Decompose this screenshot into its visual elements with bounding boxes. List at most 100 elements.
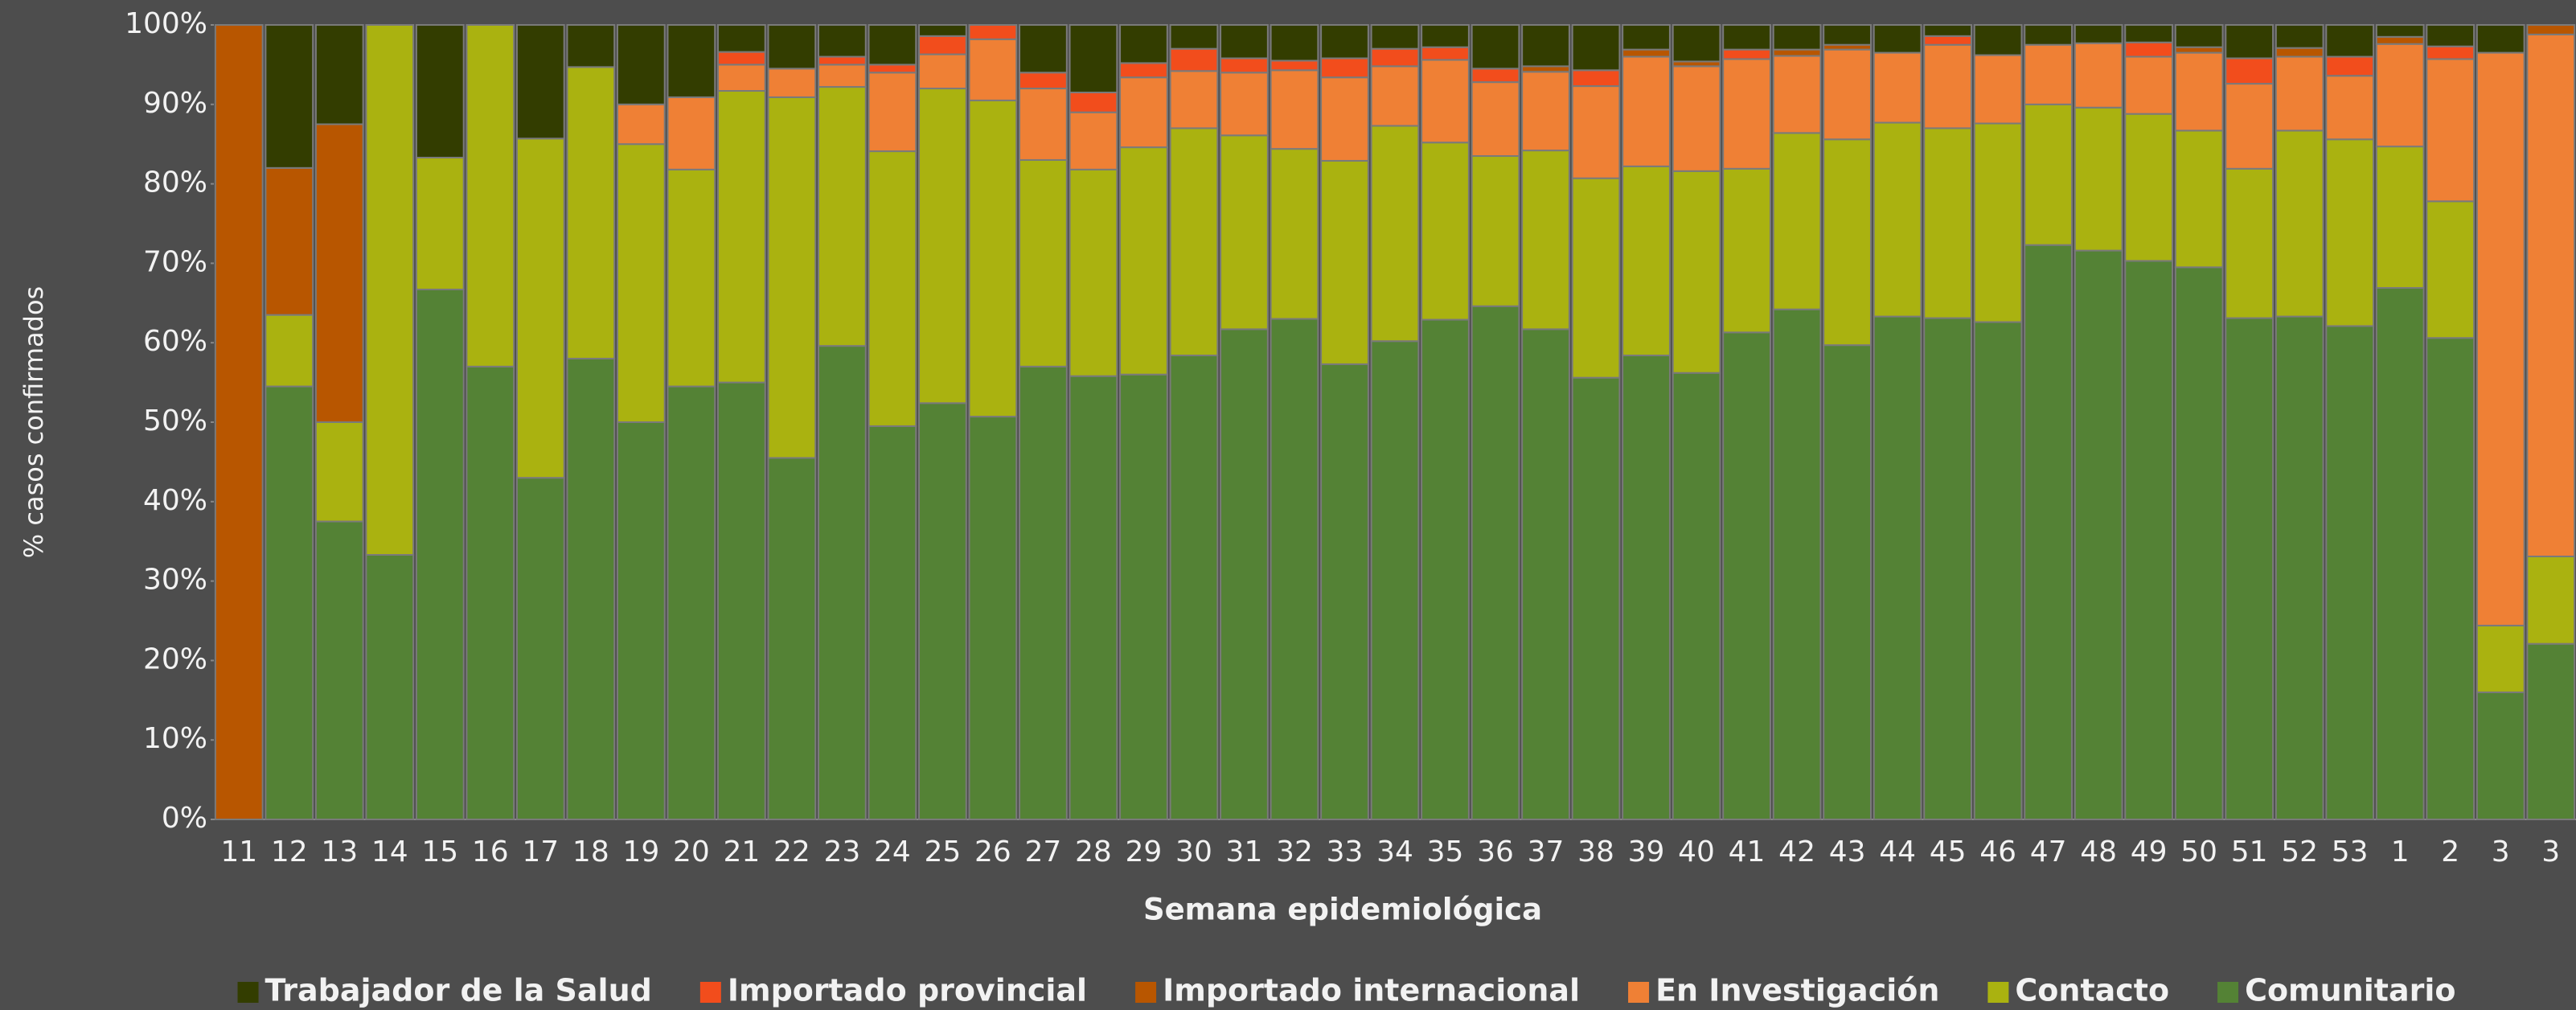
- bar-segment: [1772, 48, 1822, 57]
- x-tick-label: 1: [2391, 836, 2410, 868]
- x-tick-label: 42: [1778, 836, 1815, 868]
- bar-segment: [868, 72, 917, 153]
- bar-segment: [1823, 138, 1872, 347]
- bar-segment: [868, 425, 917, 820]
- bar-segment: [2024, 24, 2074, 46]
- bar-segment: [1873, 51, 1922, 124]
- bar-segment: [918, 402, 967, 820]
- bar-segment: [1421, 46, 1470, 61]
- y-tick-label: 0%: [162, 802, 207, 835]
- bar-segment: [1169, 70, 1219, 129]
- bar-segment: [2426, 200, 2476, 339]
- bar-segment: [2074, 24, 2123, 44]
- x-tick-label: 48: [2080, 836, 2117, 868]
- bar-segment: [2275, 24, 2324, 49]
- bar-segment: [1973, 122, 2023, 323]
- bar-segment: [1873, 24, 1922, 54]
- bar-segment: [1622, 165, 1671, 357]
- x-tick-label: 37: [1528, 836, 1565, 868]
- x-tick-label: 39: [1628, 836, 1665, 868]
- bar-segment: [1421, 24, 1470, 48]
- bar-segment: [1471, 81, 1520, 158]
- bar-segment: [2074, 249, 2123, 821]
- bar-segment: [365, 553, 415, 820]
- bar-segment: [1370, 125, 1420, 343]
- bar-segment: [2024, 43, 2074, 105]
- x-tick-label: 33: [1327, 836, 1364, 868]
- bar-segment: [1923, 43, 1972, 129]
- bar-segment: [2375, 287, 2425, 820]
- bar-segment: [1270, 318, 1319, 820]
- bar-segment: [2476, 624, 2525, 693]
- bar-segment: [918, 35, 967, 55]
- bar-segment: [2275, 129, 2324, 318]
- bar-segment: [2174, 129, 2224, 269]
- bar-segment: [1923, 24, 1972, 37]
- bar-segment: [2225, 57, 2275, 85]
- bar-segment: [1923, 127, 1972, 319]
- x-tick-label: 50: [2180, 836, 2217, 868]
- bar-segment: [1823, 48, 1872, 141]
- bar-segment: [1521, 24, 1570, 68]
- bar-segment: [1421, 59, 1470, 144]
- bar-segment: [1270, 24, 1319, 62]
- bar-segment: [918, 88, 967, 404]
- bar-segment: [716, 24, 766, 53]
- x-tick-label: 31: [1226, 836, 1263, 868]
- bar-segment: [2225, 317, 2275, 820]
- bar-segment: [918, 53, 967, 90]
- legend-label: Importado provincial: [728, 973, 1087, 1008]
- x-tick-label: 23: [823, 836, 860, 868]
- x-tick-label: 30: [1175, 836, 1212, 868]
- bar-segment: [616, 143, 666, 423]
- y-tick-label: 10%: [143, 722, 207, 755]
- bar-segment: [1019, 365, 1068, 820]
- bar-segment: [1772, 24, 1822, 51]
- bar-segment: [1320, 24, 1369, 60]
- bar-segment: [1873, 315, 1922, 820]
- x-tick-label: 49: [2131, 836, 2168, 868]
- bar-segment: [1973, 24, 2023, 56]
- x-tick-label: 18: [572, 836, 609, 868]
- bar-segment: [968, 38, 1018, 101]
- bar-segment: [716, 64, 766, 92]
- bar-segment: [2174, 46, 2224, 54]
- bar-segment: [1672, 65, 1721, 172]
- x-tick-label: 34: [1376, 836, 1413, 868]
- y-tick-label: 20%: [143, 643, 207, 675]
- bar-segment: [818, 55, 867, 66]
- bar-segment: [1069, 168, 1118, 377]
- legend-swatch: [1135, 982, 1157, 1003]
- y-tick-label: 80%: [143, 166, 207, 199]
- bar-segment: [818, 24, 867, 58]
- bar-segment: [2225, 83, 2275, 170]
- bar-segment: [1471, 68, 1520, 84]
- bar-segment: [1320, 363, 1369, 821]
- bar-segment: [616, 421, 666, 820]
- bar-segment: [1672, 372, 1721, 820]
- bar-segment: [667, 385, 716, 821]
- y-tick-label: 40%: [143, 484, 207, 517]
- bar-segment: [2174, 51, 2224, 132]
- bar-segment: [1722, 24, 1771, 51]
- bar-segment: [1320, 57, 1369, 79]
- bar-segment: [466, 365, 515, 820]
- bar-segment: [415, 289, 465, 820]
- bar-segment: [1220, 72, 1269, 137]
- bar-segment: [415, 24, 465, 158]
- legend-swatch: [2217, 982, 2239, 1003]
- bar-segment: [1370, 340, 1420, 820]
- bar-segment: [2426, 337, 2476, 821]
- bar-segment: [1019, 88, 1068, 161]
- x-tick-label: 13: [321, 836, 358, 868]
- x-tick-label: 25: [924, 836, 961, 868]
- bar-segment: [1622, 55, 1671, 167]
- bar-segment: [1622, 355, 1671, 820]
- y-tick-label: 70%: [143, 245, 207, 278]
- bar-segment: [2426, 45, 2476, 60]
- bar-segment: [1521, 150, 1570, 331]
- bar-segment: [2375, 43, 2425, 148]
- bar-segment: [1973, 54, 2023, 125]
- bar-segment: [1370, 65, 1420, 127]
- bar-segment: [2526, 643, 2576, 820]
